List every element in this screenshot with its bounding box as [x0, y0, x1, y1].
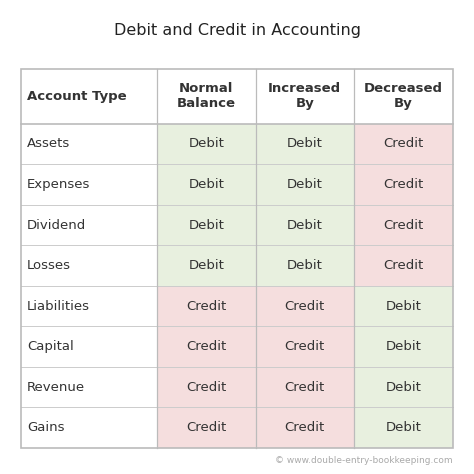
Bar — [157, 124, 255, 164]
Text: Revenue: Revenue — [27, 381, 85, 393]
Text: Increased
By: Increased By — [268, 82, 341, 110]
Bar — [21, 407, 157, 448]
Text: Debit and Credit in Accounting: Debit and Credit in Accounting — [113, 23, 361, 38]
Text: Credit: Credit — [383, 137, 423, 150]
Text: Debit: Debit — [189, 219, 224, 231]
Bar — [21, 367, 157, 407]
Text: Credit: Credit — [383, 178, 423, 191]
Bar — [354, 367, 453, 407]
Bar — [255, 367, 354, 407]
Text: Credit: Credit — [284, 421, 325, 434]
Text: Capital: Capital — [27, 340, 74, 353]
Bar — [255, 164, 354, 205]
Bar — [21, 69, 453, 124]
Text: Liabilities: Liabilities — [27, 300, 90, 312]
Bar — [157, 246, 255, 286]
Bar — [21, 205, 157, 246]
Text: Credit: Credit — [186, 421, 227, 434]
Text: Decreased
By: Decreased By — [364, 82, 443, 110]
Text: Credit: Credit — [284, 340, 325, 353]
Bar — [255, 286, 354, 326]
Text: Debit: Debit — [287, 178, 323, 191]
Text: © www.double-entry-bookkeeping.com: © www.double-entry-bookkeeping.com — [275, 456, 453, 465]
Text: Debit: Debit — [287, 137, 323, 150]
Bar — [21, 124, 157, 164]
Text: Credit: Credit — [284, 300, 325, 312]
Bar — [157, 407, 255, 448]
Text: Credit: Credit — [186, 300, 227, 312]
Text: Debit: Debit — [189, 178, 224, 191]
Bar — [255, 407, 354, 448]
Text: Debit: Debit — [189, 259, 224, 272]
Text: Debit: Debit — [287, 259, 323, 272]
Text: Expenses: Expenses — [27, 178, 91, 191]
Bar — [21, 246, 157, 286]
Text: Credit: Credit — [383, 219, 423, 231]
Bar — [157, 205, 255, 246]
Text: Debit: Debit — [189, 137, 224, 150]
Bar — [255, 124, 354, 164]
Bar — [354, 326, 453, 367]
Bar — [21, 326, 157, 367]
Bar — [157, 286, 255, 326]
Bar — [255, 246, 354, 286]
Text: Debit: Debit — [385, 340, 421, 353]
Text: Credit: Credit — [186, 381, 227, 393]
Text: Debit: Debit — [385, 300, 421, 312]
Bar — [354, 246, 453, 286]
Bar — [157, 326, 255, 367]
Text: Debit: Debit — [385, 381, 421, 393]
Text: Losses: Losses — [27, 259, 71, 272]
Bar — [354, 164, 453, 205]
Bar — [255, 205, 354, 246]
Text: Dividend: Dividend — [27, 219, 86, 231]
Bar — [354, 124, 453, 164]
Bar — [157, 367, 255, 407]
Text: Normal
Balance: Normal Balance — [177, 82, 236, 110]
Text: Credit: Credit — [186, 340, 227, 353]
Bar — [255, 326, 354, 367]
Text: Credit: Credit — [284, 381, 325, 393]
Bar — [21, 286, 157, 326]
Text: Debit: Debit — [385, 421, 421, 434]
Text: Credit: Credit — [383, 259, 423, 272]
Bar — [21, 164, 157, 205]
Text: Gains: Gains — [27, 421, 64, 434]
Bar — [21, 69, 453, 448]
Text: Account Type: Account Type — [27, 90, 127, 103]
Bar — [157, 164, 255, 205]
Bar — [354, 205, 453, 246]
Text: Debit: Debit — [287, 219, 323, 231]
Bar — [354, 407, 453, 448]
Text: Assets: Assets — [27, 137, 70, 150]
Bar — [354, 286, 453, 326]
